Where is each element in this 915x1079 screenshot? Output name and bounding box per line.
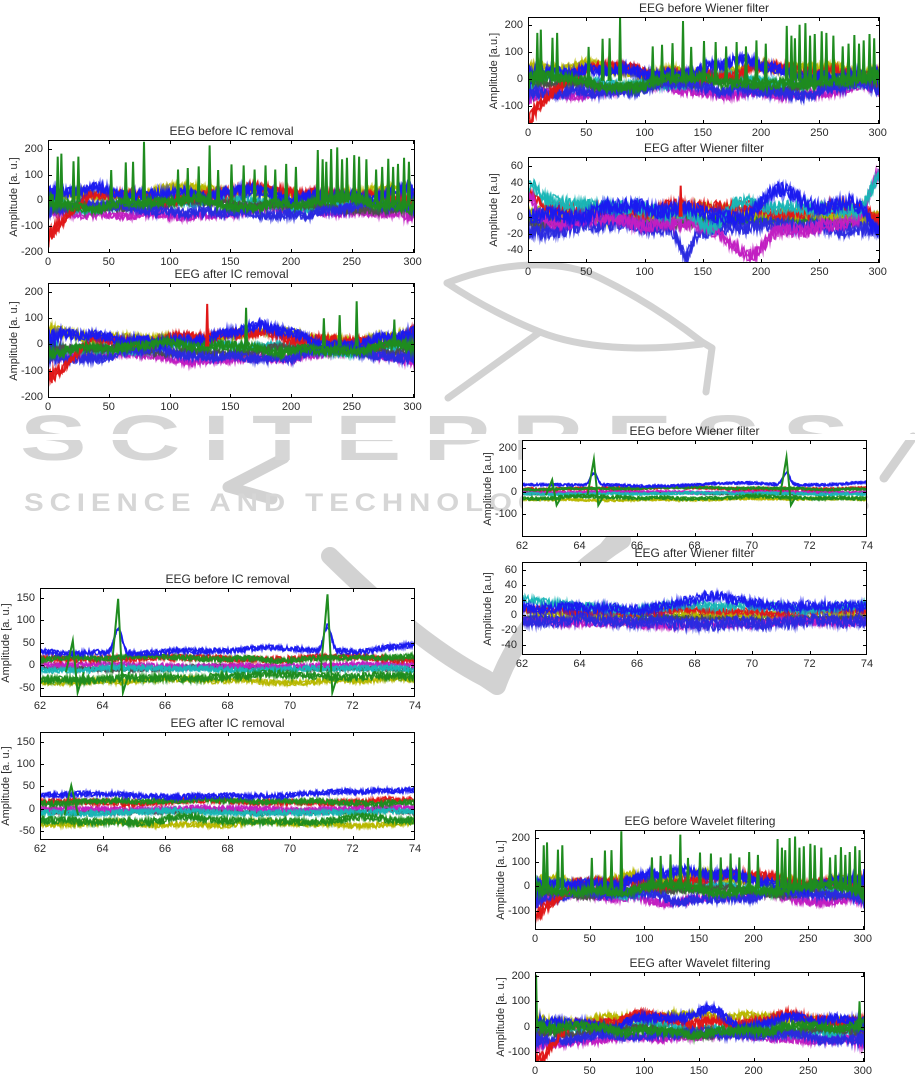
y-axis-label: Amplitude [a.u] <box>488 173 500 247</box>
plot-eeg-after-ic-removal-zoom: EEG after IC removal Amplitude [a. u.] 6… <box>0 716 421 855</box>
plot-title: EEG after Wavelet filtering <box>629 956 771 970</box>
eeg-signals-canvas <box>528 17 880 124</box>
eeg-signals-canvas <box>48 283 415 398</box>
plot-eeg-before-wiener-filter-zoom: EEG before Wiener filter Amplitude [a.u]… <box>482 424 873 552</box>
plot-eeg-before-ic-removal-overview: EEG before IC removal Amplitude [a. u.] … <box>8 124 422 268</box>
y-axis-label: Amplitude [a. u.] <box>495 977 507 1057</box>
y-axis-label: Amplitude [a. u.] <box>0 746 12 826</box>
eeg-signals-canvas <box>48 140 415 253</box>
plot-title: EEG before Wavelet filtering <box>624 814 776 828</box>
y-axis-label: Amplitude [a.u] <box>482 571 494 646</box>
plot-title: EEG before IC removal <box>165 572 290 586</box>
y-axis-label: Amplitude [a.u] <box>482 451 494 526</box>
plot-title: EEG after Wiener filter <box>643 141 765 155</box>
eeg-signals-canvas <box>522 562 867 655</box>
eeg-signals-canvas <box>40 588 415 697</box>
plot-eeg-before-wiener-filter-overview: EEG before Wiener filter Amplitude [a.u.… <box>488 1 887 139</box>
plot-title: EEG before IC removal <box>169 124 294 138</box>
plot-eeg-after-wavelet-filtering: EEG after Wavelet filtering Amplitude [a… <box>495 956 872 1077</box>
y-axis-label: Amplitude [a.u.] <box>488 32 500 109</box>
plot-eeg-before-ic-removal-zoom: EEG before IC removal Amplitude [a. u.] … <box>0 572 421 712</box>
plot-title: EEG before Wiener filter <box>638 1 770 15</box>
plot-title: EEG before Wiener filter <box>629 424 760 438</box>
y-axis-label: Amplitude [a. u.] <box>8 156 20 237</box>
plot-title: EEG after IC removal <box>170 716 285 730</box>
watermark-stencil-stripe <box>0 434 915 440</box>
eeg-signals-canvas <box>40 732 415 840</box>
plot-eeg-before-wavelet-filtering: EEG before Wavelet filtering Amplitude [… <box>495 814 872 945</box>
y-axis-label: Amplitude [a. u.] <box>495 840 507 920</box>
y-axis-label: Amplitude [a. u.] <box>0 602 12 683</box>
eeg-signals-canvas <box>522 440 867 537</box>
eeg-signals-canvas <box>535 972 865 1062</box>
plot-title: EEG after IC removal <box>174 267 289 281</box>
plot-title: EEG after Wiener filter <box>634 546 755 560</box>
plot-eeg-after-ic-removal-overview: EEG after IC removal Amplitude [a. u.] 0… <box>8 267 422 413</box>
plot-eeg-after-wiener-filter-zoom: EEG after Wiener filter Amplitude [a.u] … <box>482 546 873 670</box>
plot-eeg-after-wiener-filter-overview: EEG after Wiener filter Amplitude [a.u] … <box>488 141 887 278</box>
y-axis-label: Amplitude [a. u.] <box>8 300 20 381</box>
eeg-signals-canvas <box>528 157 880 263</box>
eeg-signals-canvas <box>535 830 865 930</box>
